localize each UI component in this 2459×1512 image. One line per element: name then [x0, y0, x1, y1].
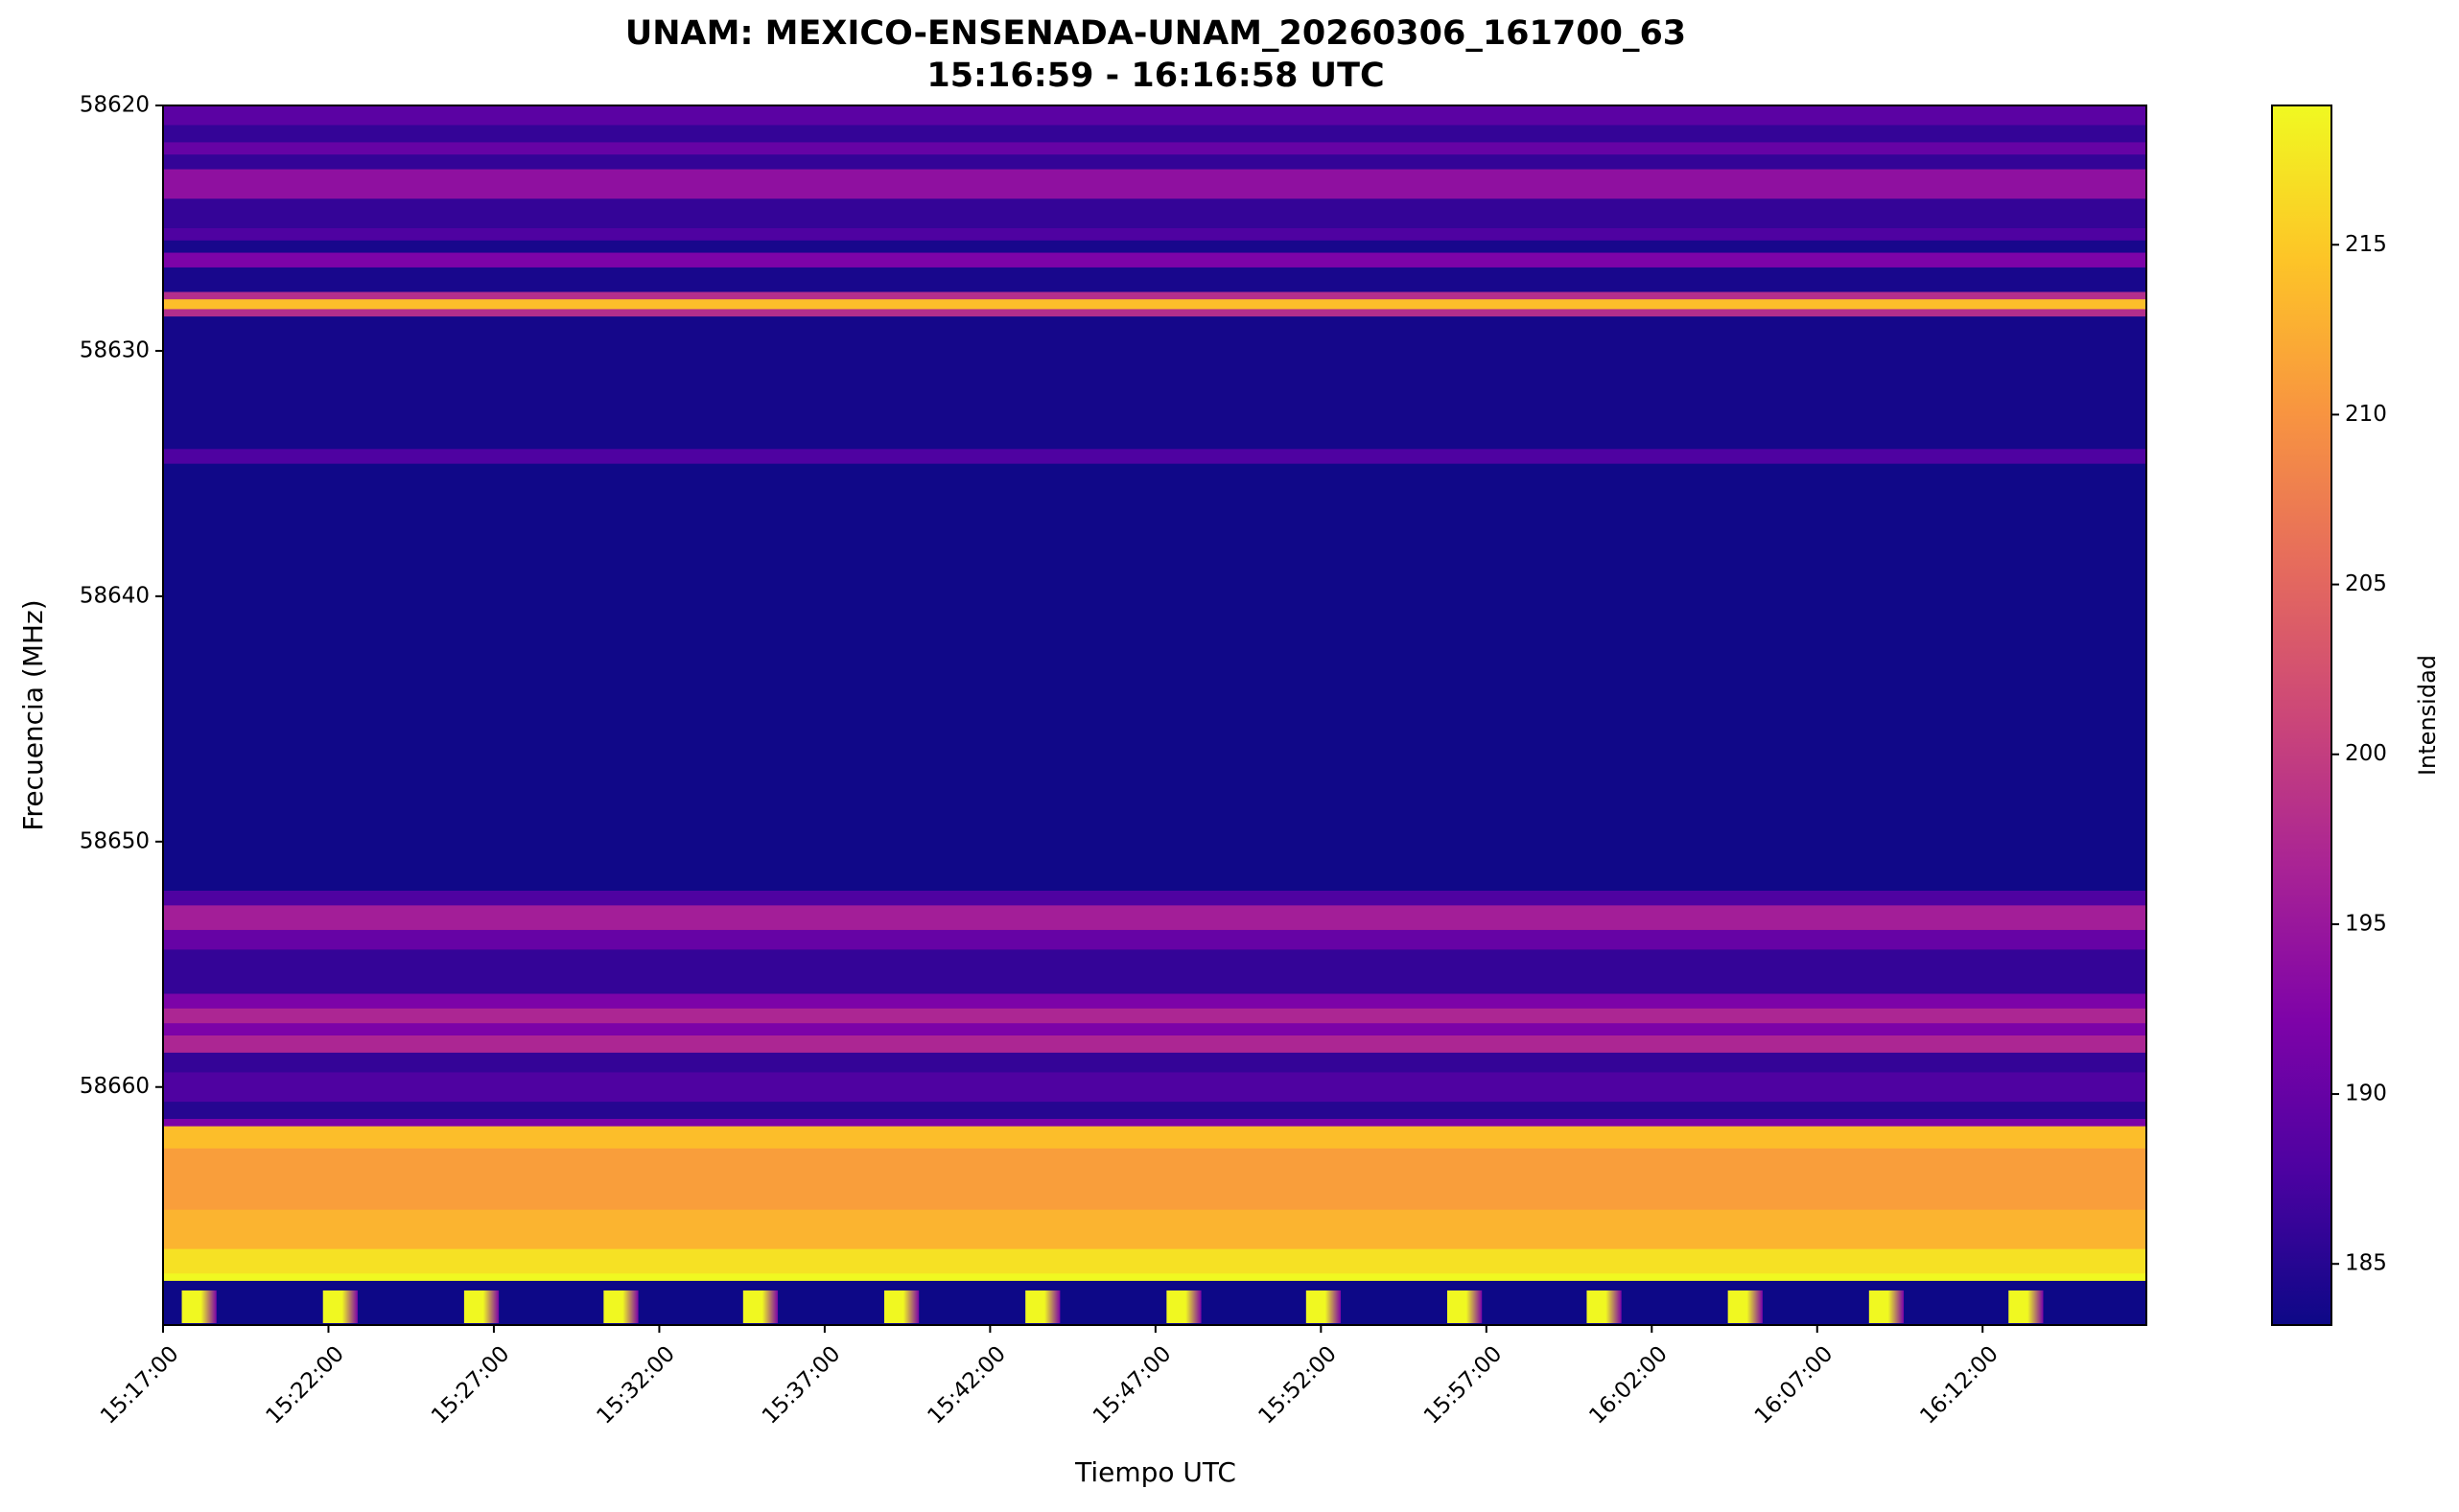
- heatmap-band: [163, 240, 2146, 254]
- heatmap-band: [163, 1008, 2146, 1024]
- heatmap-band: [163, 227, 2146, 242]
- y-tick-label: 58660: [80, 1074, 150, 1099]
- calibration-pulse: [1727, 1290, 1763, 1323]
- x-tick-label: 15:52:00: [1253, 1341, 1341, 1429]
- calibration-pulse: [1305, 1290, 1342, 1323]
- x-tick-label: 15:42:00: [924, 1341, 1011, 1429]
- heatmap-band: [163, 169, 2146, 199]
- heatmap-band: [163, 1102, 2146, 1120]
- calibration-pulse: [742, 1290, 779, 1323]
- colorbar-tick-label: 195: [2345, 911, 2387, 936]
- colorbar-tick-label: 210: [2345, 402, 2387, 427]
- calibration-pulse: [463, 1290, 500, 1323]
- heatmap-band: [163, 154, 2146, 171]
- y-tick-label: 58620: [80, 93, 150, 118]
- calibration-pulse: [884, 1290, 920, 1323]
- heatmap-band: [163, 252, 2146, 268]
- colorbar-label: Intensidad: [2414, 655, 2441, 776]
- x-tick-label: 15:27:00: [427, 1341, 514, 1429]
- chart-title: UNAM: MEXICO-ENSENADA-UNAM_20260306_1617…: [625, 14, 1686, 53]
- heatmap-band: [163, 1126, 2146, 1150]
- calibration-pulse: [603, 1290, 639, 1323]
- x-tick-label: 16:07:00: [1750, 1341, 1838, 1429]
- heatmap-band: [163, 1119, 2146, 1128]
- heatmap-band: [163, 1280, 2146, 1326]
- heatmap-band: [163, 949, 2146, 994]
- calibration-pulse: [1868, 1290, 1905, 1323]
- heatmap-band: [163, 198, 2146, 229]
- x-tick-label: 15:57:00: [1419, 1341, 1507, 1429]
- plot-area: [163, 105, 2146, 1326]
- x-axis-label: Tiempo UTC: [1074, 1456, 1236, 1488]
- y-tick-label: 58630: [80, 337, 150, 362]
- heatmap-band: [163, 316, 2146, 450]
- heatmap-band: [163, 1209, 2146, 1250]
- heatmap-band: [163, 929, 2146, 950]
- heatmap-band: [163, 299, 2146, 310]
- heatmap-band: [163, 1035, 2146, 1054]
- heatmap-band: [163, 309, 2146, 317]
- heatmap-band: [163, 1023, 2146, 1036]
- calibration-pulse: [1446, 1290, 1483, 1323]
- heatmap-band: [163, 1072, 2146, 1103]
- heatmap-band: [163, 1273, 2146, 1282]
- colorbar-tick-label: 215: [2345, 232, 2387, 257]
- colorbar: [2271, 105, 2332, 1326]
- x-tick-label: 15:47:00: [1089, 1341, 1176, 1429]
- chart-subtitle: 15:16:59 - 16:16:58 UTC: [926, 57, 1384, 95]
- colorbar-tick-label: 200: [2345, 741, 2387, 766]
- heatmap-band: [163, 905, 2146, 931]
- calibration-pulse: [322, 1290, 358, 1323]
- heatmap-band: [163, 142, 2146, 155]
- calibration-pulse: [1586, 1290, 1622, 1323]
- calibration-pulse: [2008, 1290, 2044, 1323]
- y-tick-label: 58650: [80, 828, 150, 853]
- x-tick-label: 15:22:00: [262, 1341, 349, 1429]
- colorbar-tick-label: 185: [2345, 1251, 2387, 1276]
- heatmap-band: [163, 125, 2146, 143]
- heatmap-band: [163, 1052, 2146, 1073]
- heatmap-band: [163, 1148, 2146, 1211]
- heatmap-band: [163, 993, 2146, 1010]
- heatmap-band: [163, 105, 2146, 126]
- heatmap-band: [163, 449, 2146, 465]
- colorbar-tick-label: 190: [2345, 1082, 2387, 1106]
- x-tick-label: 16:12:00: [1915, 1341, 2002, 1429]
- y-axis-label: Frecuencia (MHz): [17, 599, 49, 830]
- heatmap-band: [163, 1248, 2146, 1274]
- x-tick-label: 15:17:00: [96, 1341, 183, 1429]
- y-tick-label: 58640: [80, 583, 150, 608]
- calibration-pulse: [1025, 1290, 1061, 1323]
- heatmap-band: [163, 890, 2146, 906]
- x-tick-label: 15:32:00: [593, 1341, 680, 1429]
- calibration-pulse: [181, 1290, 217, 1323]
- x-tick-label: 16:02:00: [1584, 1341, 1672, 1429]
- calibration-pulse: [1166, 1290, 1202, 1323]
- x-tick-label: 15:37:00: [758, 1341, 845, 1429]
- heatmap-band: [163, 267, 2146, 293]
- heatmap-band: [163, 291, 2146, 300]
- heatmap-band: [163, 463, 2146, 892]
- colorbar-tick-label: 205: [2345, 571, 2387, 596]
